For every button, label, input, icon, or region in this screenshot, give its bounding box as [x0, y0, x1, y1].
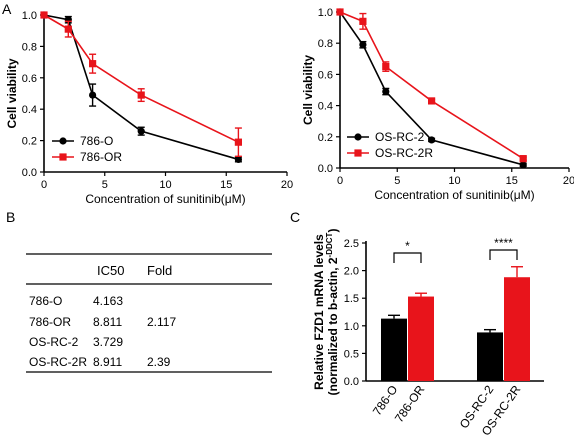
y-tick-label: 0.5 [344, 348, 359, 360]
legend-marker [354, 149, 362, 157]
y-tick-label: 0.4 [22, 104, 37, 116]
x-tick-label: 5 [394, 175, 400, 187]
y-tick-label: 0.8 [22, 41, 37, 53]
fzd1-mrna-bar-chart: 0.0 0.5 1.0 1.5 2.0 2.5 Relative FZD1 mRNA lev… [312, 229, 544, 438]
table-cell-ic50: 4.163 [93, 294, 123, 308]
y-tick-label: 2.0 [344, 266, 359, 278]
legend-label: 786-OR [80, 150, 122, 164]
table-cell-name: OS-RC-2R [29, 355, 87, 369]
panel-label-b: B [6, 209, 15, 225]
data-point [137, 127, 145, 135]
data-point [519, 155, 527, 163]
table-header-fold: Fold [147, 263, 172, 278]
table-cell-fold: 2.39 [147, 355, 171, 369]
y-tick-label: 0.6 [22, 73, 37, 85]
x-axis-label: Concentration of sunitinib(μM) [85, 192, 245, 206]
legend-label: OS-RC-2 [375, 130, 425, 144]
significance-bracket [393, 252, 422, 263]
x-tick-label: 10 [159, 179, 171, 191]
x-tick-label: 5 [102, 179, 108, 191]
y-tick-label: 0.2 [22, 136, 37, 148]
data-point [234, 155, 242, 164]
table-cell-fold: 2.117 [147, 315, 176, 329]
y-tick-label: 1.0 [344, 321, 359, 333]
data-point [40, 11, 48, 19]
panel-label-a: A [2, 1, 12, 17]
data-point [359, 41, 367, 49]
data-point [382, 63, 390, 71]
y-tick-label: 0.6 [318, 69, 333, 81]
data-point [64, 25, 72, 33]
bar [504, 277, 530, 381]
y-tick-label: 1.0 [22, 10, 37, 22]
y-tick-label: 0.8 [318, 38, 333, 50]
legend-label: 786-O [80, 134, 113, 148]
data-point [234, 138, 242, 146]
table-cell-ic50: 3.729 [93, 335, 123, 349]
table-header-ic50: IC50 [97, 263, 124, 278]
data-point [89, 91, 97, 99]
y-axis-label: Cell viability [301, 55, 315, 125]
x-tick-label: 20 [563, 175, 574, 187]
y-tick-label: 1.5 [344, 293, 359, 305]
legend-marker [59, 153, 67, 161]
y-axis-label: Relative FZD1 mRNA levels [312, 234, 326, 390]
table-cell-ic50: 8.811 [93, 315, 122, 329]
data-point [519, 161, 527, 169]
table-cell-name: 786-O [29, 294, 62, 308]
x-axis-label: Concentration of sunitinib(μM) [374, 188, 534, 202]
x-tick-label: 20 [281, 179, 293, 191]
data-point [382, 87, 390, 96]
data-point [137, 91, 145, 99]
y-tick-label: 0.0 [318, 163, 333, 175]
x-tick-label: 15 [506, 175, 518, 187]
table-cell-ic50: 8.911 [93, 355, 122, 369]
significance-label: **** [494, 236, 513, 250]
data-point [359, 17, 367, 25]
y-tick-label: 1.0 [318, 7, 333, 19]
table-cell-name: OS-RC-2 [29, 335, 79, 349]
cell-viability-chart-786: 0.0 0.2 0.4 0.6 0.8 1.0 0 5 10 15 20 Concentration … [5, 10, 293, 206]
data-point [89, 60, 97, 68]
x-tick-label: 10 [448, 175, 460, 187]
y-axis-label: Cell viability [5, 58, 19, 128]
significance-bracket [489, 249, 518, 260]
y-tick-label: 2.5 [344, 238, 359, 250]
y-tick-label: 0.0 [344, 376, 359, 388]
legend-label: OS-RC-2R [375, 146, 433, 160]
x-tick-label: 0 [337, 175, 343, 187]
y-tick-label: 0.0 [22, 167, 37, 179]
ic50-table: IC50 Fold 786-O 4.163 786-OR 8.811 2.117… [26, 253, 272, 373]
bar [477, 332, 503, 381]
data-point [336, 8, 344, 16]
data-point [428, 97, 436, 105]
panel-label-c: C [290, 209, 300, 225]
table-cell-name: 786-OR [29, 315, 71, 329]
legend-marker [59, 137, 67, 145]
legend-marker [354, 133, 362, 141]
significance-label: * [405, 239, 410, 253]
y-tick-label: 0.2 [318, 132, 333, 144]
x-tick-label: 15 [220, 179, 232, 191]
bar [408, 296, 434, 381]
cell-viability-chart-osrc2: 0.0 0.2 0.4 0.6 0.8 1.0 0 5 10 15 20 Concentration … [301, 7, 574, 202]
x-tick-label: 0 [41, 179, 47, 191]
y-tick-label: 0.4 [318, 101, 333, 113]
bar [381, 318, 407, 381]
data-point [428, 136, 436, 144]
y-axis-label: (normalized to b-actin, 2-DDCT) [325, 229, 340, 396]
